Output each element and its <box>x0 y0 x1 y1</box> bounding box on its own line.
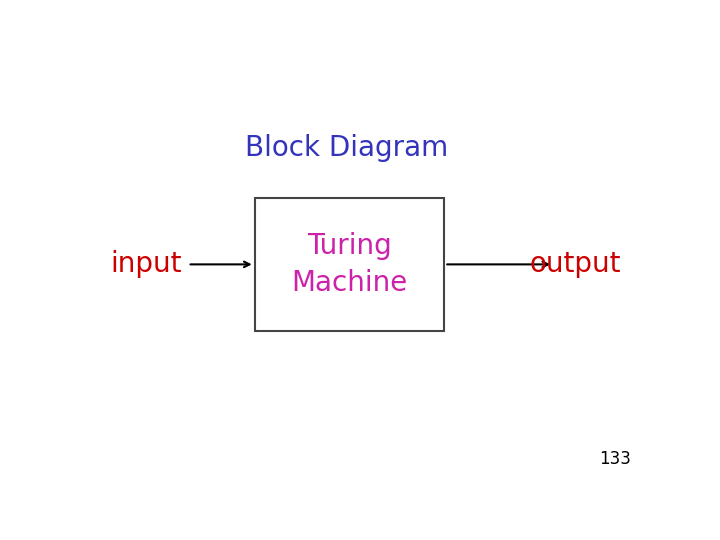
Text: output: output <box>530 251 621 279</box>
Text: Turing
Machine: Turing Machine <box>292 232 408 297</box>
Text: 133: 133 <box>599 450 631 468</box>
Bar <box>255 198 444 331</box>
Text: Block Diagram: Block Diagram <box>245 134 449 162</box>
Text: input: input <box>110 251 181 279</box>
